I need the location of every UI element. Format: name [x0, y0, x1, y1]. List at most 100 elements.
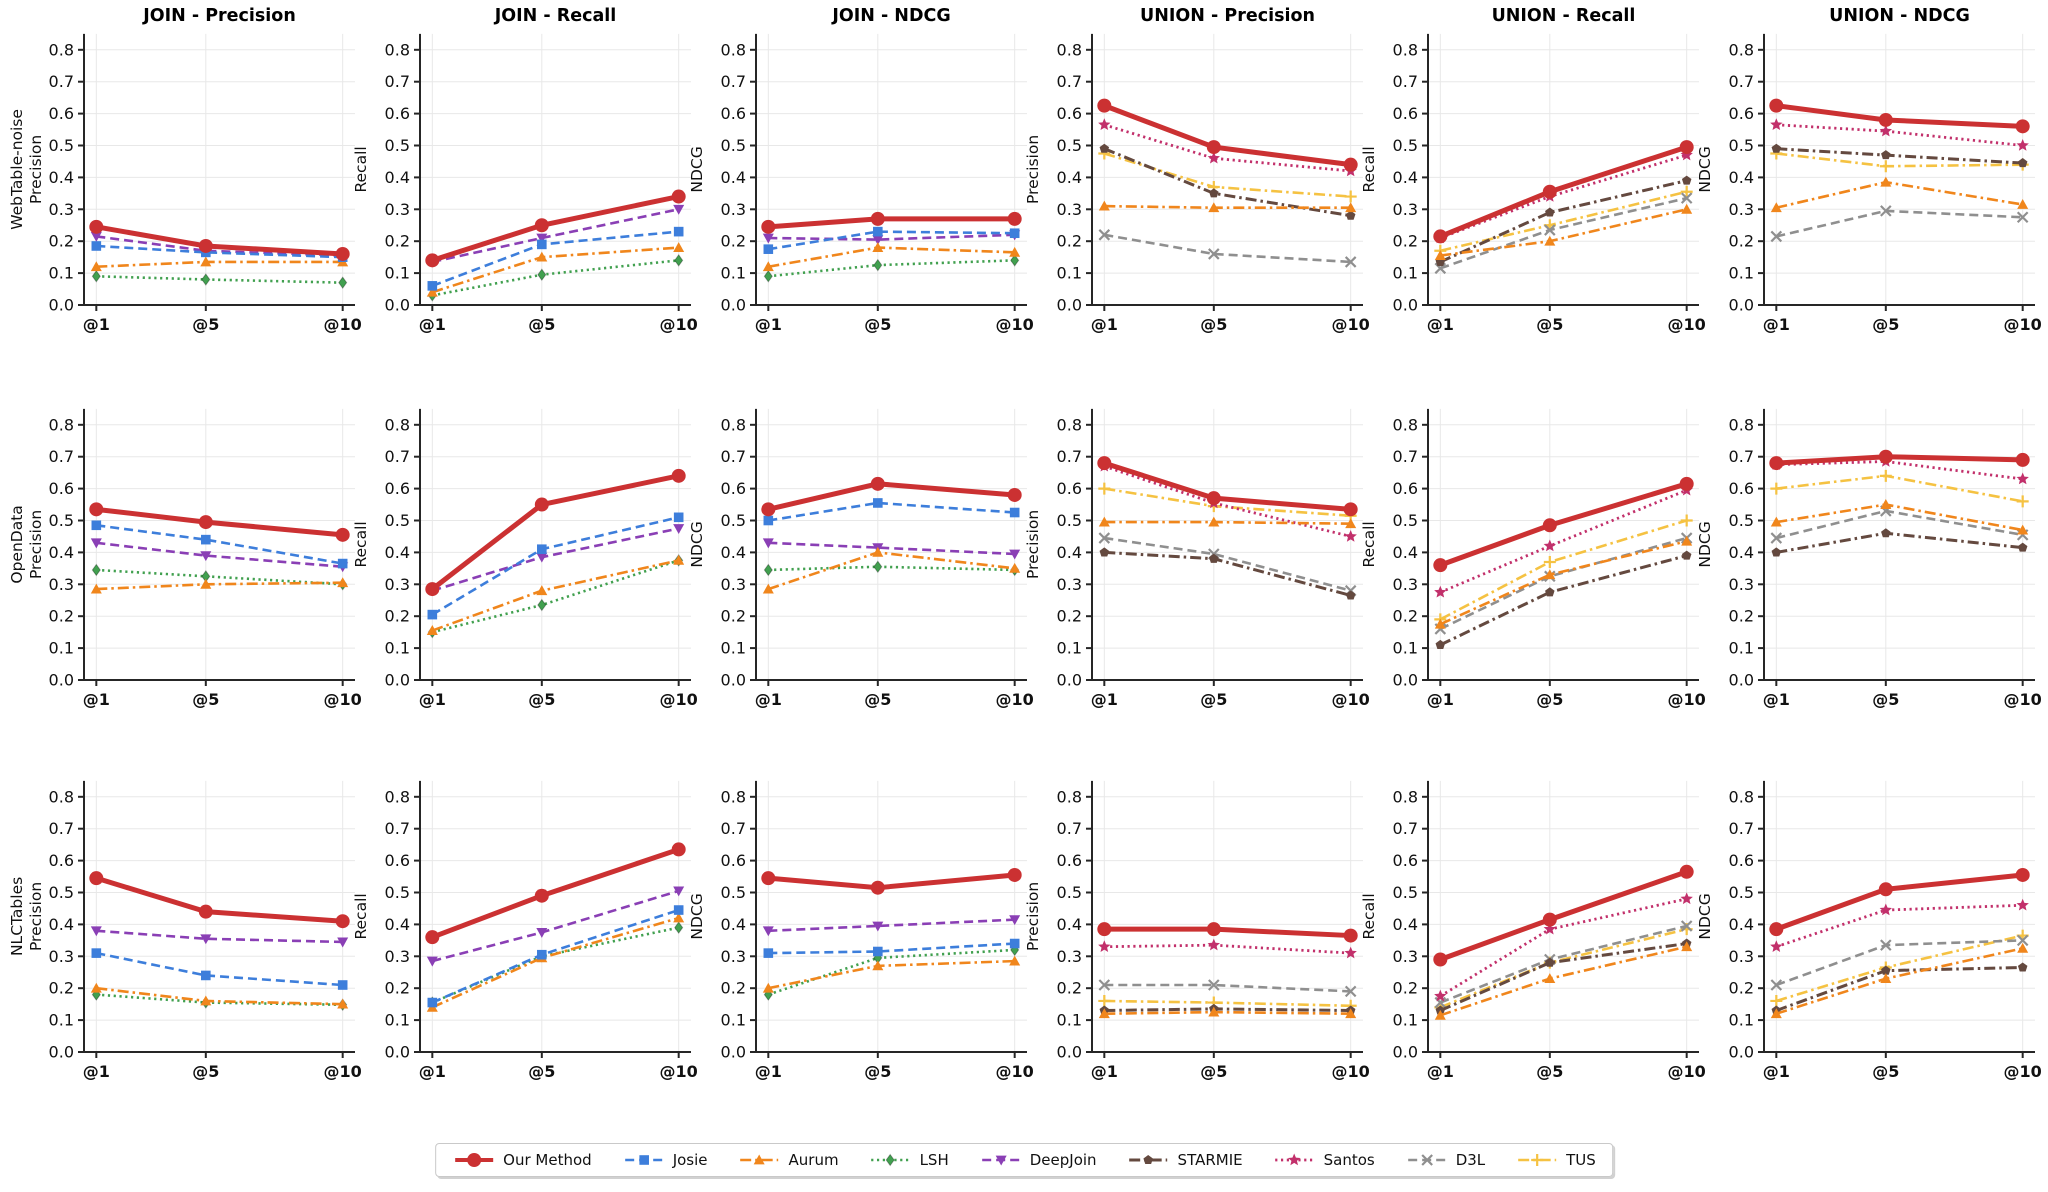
svg-text:0.6: 0.6	[1393, 104, 1418, 123]
svg-text:@1: @1	[755, 315, 782, 334]
plot-svg: 0.0 0.1 0.2 0.3 0.4 0.5 0.6 0.7 0.8 @1 @5 @10 Recall	[352, 408, 698, 709]
svg-text:0.0: 0.0	[721, 1043, 746, 1062]
svg-text:0.8: 0.8	[49, 415, 74, 434]
svg-text:0.6: 0.6	[721, 104, 746, 123]
svg-text:0.8: 0.8	[1057, 415, 1082, 434]
svg-text:0.3: 0.3	[49, 575, 74, 594]
svg-text:0.2: 0.2	[1057, 607, 1082, 626]
svg-text:NDCG: NDCG	[1696, 146, 1714, 192]
svg-text:Precision: Precision	[27, 882, 45, 951]
svg-text:0.7: 0.7	[1057, 819, 1082, 838]
subplot-nlctables-join-precision: 0.0 0.1 0.2 0.3 0.4 0.5 0.6 0.7 0.8 @1 @5 @10 NLCTab…	[0, 747, 362, 1109]
plot-svg: 0.0 0.1 0.2 0.3 0.4 0.5 0.6 0.7 0.8 @1 @5 @10 JOIN -…	[352, 6, 698, 334]
plot-svg: 0.0 0.1 0.2 0.3 0.4 0.5 0.6 0.7 0.8 @1 @5 @10 Precis…	[1024, 780, 1370, 1081]
svg-text:@10: @10	[660, 690, 698, 709]
svg-text:@1: @1	[1427, 1062, 1454, 1081]
svg-text:@5: @5	[528, 690, 555, 709]
legend-item-label: TUS	[1566, 1151, 1596, 1169]
legend: Our Method Josie Aurum LSH DeepJoin STARMIE Sa…	[435, 1143, 1613, 1177]
svg-text:0.8: 0.8	[385, 787, 410, 806]
svg-text:Precision: Precision	[27, 135, 45, 204]
svg-text:0.1: 0.1	[1393, 264, 1418, 283]
legend-marker-plus-icon	[1518, 1154, 1557, 1166]
svg-text:0.5: 0.5	[1057, 883, 1082, 902]
svg-text:0.4: 0.4	[1057, 168, 1082, 187]
svg-text:@1: @1	[83, 315, 110, 334]
svg-text:NDCG: NDCG	[688, 893, 706, 939]
svg-text:Recall: Recall	[352, 146, 370, 192]
plot-svg: 0.0 0.1 0.2 0.3 0.4 0.5 0.6 0.7 0.8 @1 @5 @10 UNION …	[1024, 6, 1370, 334]
plot-svg: 0.0 0.1 0.2 0.3 0.4 0.5 0.6 0.7 0.8 @1 @5 @10 Recall	[352, 780, 698, 1081]
subplot-opendata-union-recall: 0.0 0.1 0.2 0.3 0.4 0.5 0.6 0.7 0.8 @1 @5 @10 Recall	[1344, 375, 1706, 737]
svg-text:JOIN - Precision: JOIN - Precision	[142, 6, 296, 26]
svg-text:0.7: 0.7	[385, 447, 410, 466]
subplot-webtable-noise-union-recall: 0.0 0.1 0.2 0.3 0.4 0.5 0.6 0.7 0.8 @1 @5 @10 UNION …	[1344, 0, 1706, 362]
svg-text:0.8: 0.8	[49, 787, 74, 806]
svg-text:0.2: 0.2	[49, 607, 74, 626]
svg-text:@1: @1	[1091, 1062, 1118, 1081]
subplot-opendata-join-recall: 0.0 0.1 0.2 0.3 0.4 0.5 0.6 0.7 0.8 @1 @5 @10 Recall	[336, 375, 698, 737]
svg-text:@1: @1	[1427, 690, 1454, 709]
svg-text:0.0: 0.0	[1393, 1043, 1418, 1062]
svg-text:0.7: 0.7	[49, 447, 74, 466]
legend-item-label: D3L	[1455, 1151, 1486, 1169]
svg-text:@1: @1	[1763, 1062, 1790, 1081]
svg-text:0.1: 0.1	[721, 639, 746, 658]
subplot-webtable-noise-union-precision: 0.0 0.1 0.2 0.3 0.4 0.5 0.6 0.7 0.8 @1 @5 @10 UNION …	[1008, 0, 1370, 362]
svg-text:0.7: 0.7	[1393, 819, 1418, 838]
svg-text:0.2: 0.2	[1393, 979, 1418, 998]
svg-text:UNION - Recall: UNION - Recall	[1492, 6, 1636, 26]
svg-text:@10: @10	[660, 315, 698, 334]
svg-text:@10: @10	[1668, 1062, 1706, 1081]
svg-text:0.4: 0.4	[1729, 168, 1754, 187]
svg-text:@10: @10	[324, 1062, 362, 1081]
legend-item-lsh: LSH	[869, 1151, 949, 1169]
svg-text:0.5: 0.5	[1729, 511, 1754, 530]
svg-text:0.3: 0.3	[385, 200, 410, 219]
svg-text:0.1: 0.1	[1729, 264, 1754, 283]
svg-text:0.8: 0.8	[1729, 787, 1754, 806]
plot-svg: 0.0 0.1 0.2 0.3 0.4 0.5 0.6 0.7 0.8 @1 @5 @10 UNION …	[1360, 6, 1706, 334]
svg-text:0.6: 0.6	[385, 104, 410, 123]
svg-text:0.0: 0.0	[1729, 671, 1754, 690]
svg-text:@5: @5	[864, 1062, 891, 1081]
legend-item-d3l: D3L	[1405, 1151, 1485, 1169]
legend-item-aurum: Aurum	[738, 1151, 839, 1169]
plot-svg: 0.0 0.1 0.2 0.3 0.4 0.5 0.6 0.7 0.8 @1 @5 @10 NDCG	[1696, 780, 2042, 1081]
svg-text:0.6: 0.6	[721, 479, 746, 498]
subplot-nlctables-union-recall: 0.0 0.1 0.2 0.3 0.4 0.5 0.6 0.7 0.8 @1 @5 @10 Recall	[1344, 747, 1706, 1109]
svg-text:0.2: 0.2	[385, 979, 410, 998]
svg-text:0.4: 0.4	[385, 915, 410, 934]
svg-text:0.4: 0.4	[49, 915, 74, 934]
svg-text:0.6: 0.6	[1057, 104, 1082, 123]
svg-text:0.4: 0.4	[1393, 168, 1418, 187]
svg-text:0.4: 0.4	[721, 915, 746, 934]
svg-text:NDCG: NDCG	[1696, 893, 1714, 939]
legend-marker-pentagon-icon	[1129, 1155, 1168, 1165]
svg-text:0.5: 0.5	[49, 883, 74, 902]
svg-text:0.8: 0.8	[721, 787, 746, 806]
svg-text:0.8: 0.8	[385, 40, 410, 59]
svg-text:0.5: 0.5	[1057, 136, 1082, 155]
svg-text:0.4: 0.4	[1393, 543, 1418, 562]
svg-text:@5: @5	[1536, 1062, 1563, 1081]
svg-text:0.7: 0.7	[1057, 72, 1082, 91]
svg-text:0.5: 0.5	[385, 883, 410, 902]
svg-text:0.7: 0.7	[385, 72, 410, 91]
plot-svg: 0.0 0.1 0.2 0.3 0.4 0.5 0.6 0.7 0.8 @1 @5 @10 NDCG	[1696, 408, 2042, 709]
svg-text:0.5: 0.5	[1393, 883, 1418, 902]
svg-text:NDCG: NDCG	[688, 521, 706, 567]
svg-text:0.3: 0.3	[1729, 947, 1754, 966]
subplot-opendata-union-ndcg: 0.0 0.1 0.2 0.3 0.4 0.5 0.6 0.7 0.8 @1 @5 @10 NDCG	[1680, 375, 2042, 737]
svg-text:@1: @1	[419, 315, 446, 334]
svg-text:0.3: 0.3	[1057, 575, 1082, 594]
svg-text:0.3: 0.3	[721, 575, 746, 594]
svg-text:0.1: 0.1	[1057, 639, 1082, 658]
svg-text:0.7: 0.7	[721, 72, 746, 91]
svg-text:Recall: Recall	[1360, 521, 1378, 567]
legend-marker-square-icon	[624, 1155, 663, 1165]
svg-text:0.3: 0.3	[721, 200, 746, 219]
svg-text:@10: @10	[1332, 1062, 1370, 1081]
svg-text:0.3: 0.3	[385, 947, 410, 966]
svg-text:0.3: 0.3	[49, 947, 74, 966]
